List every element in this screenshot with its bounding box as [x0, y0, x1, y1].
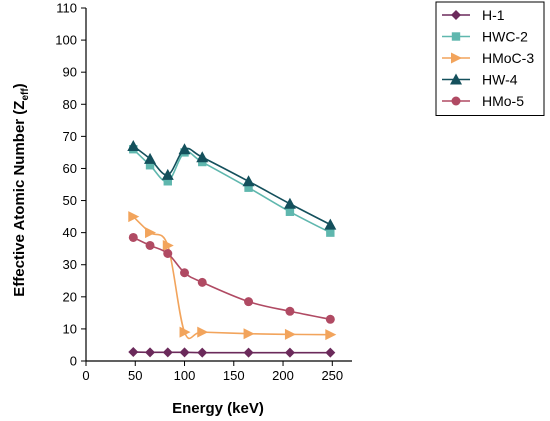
- legend-label-hw-4: HW-4: [482, 72, 518, 88]
- y-tick-label: 70: [63, 129, 77, 144]
- x-tick-label: 100: [174, 368, 196, 383]
- data-point-hw-4: [196, 151, 209, 163]
- x-tick-label: 50: [128, 368, 142, 383]
- data-point-hw-4: [127, 139, 140, 151]
- data-point-h-1: [145, 347, 156, 358]
- legend-label-hmo-5: HMo-5: [482, 93, 524, 109]
- x-tick-label: 250: [321, 368, 343, 383]
- data-point-hmoc-3: [145, 227, 157, 239]
- data-point-hw-4: [144, 152, 157, 164]
- legend-marker-hmo-5: [451, 96, 461, 106]
- data-point-hwc-2: [285, 207, 295, 216]
- series-h-1: [128, 347, 336, 358]
- legend-marker-hwc-2: [451, 32, 461, 41]
- data-point-hw-4: [242, 175, 255, 187]
- data-point-h-1: [179, 347, 190, 358]
- data-point-hmoc-3: [179, 326, 191, 338]
- series-line-hw-4: [132, 145, 331, 226]
- y-tick-label: 100: [55, 33, 77, 48]
- legend-label-hwc-2: HWC-2: [482, 29, 528, 45]
- data-point-hmo-5: [325, 314, 335, 324]
- x-tick-label: 150: [223, 368, 245, 383]
- y-tick-label: 30: [63, 257, 77, 272]
- data-point-hmo-5: [180, 268, 190, 278]
- data-point-h-1: [325, 347, 336, 358]
- y-axis-title: Effective Atomic Number (Zeff): [11, 83, 31, 296]
- x-tick-label: 0: [82, 368, 89, 383]
- data-point-hmo-5: [128, 232, 138, 242]
- data-point-hw-4: [283, 197, 296, 209]
- data-point-hw-4: [161, 168, 174, 180]
- series-line-hmo-5: [132, 236, 331, 321]
- data-point-hmoc-3: [325, 329, 337, 341]
- y-axis-title-close: ): [11, 83, 28, 88]
- series-hmo-5: [128, 232, 335, 324]
- data-point-hmo-5: [197, 277, 207, 287]
- legend-marker-h-1: [451, 10, 461, 20]
- data-point-hwc-2: [244, 183, 253, 192]
- data-point-h-1: [284, 347, 295, 358]
- series-line-hwc-2: [132, 148, 331, 234]
- x-axis-title: Energy (keV): [172, 400, 264, 417]
- data-point-hmoc-3: [243, 328, 255, 340]
- y-tick-label: 80: [63, 97, 77, 112]
- data-point-hmoc-3: [128, 211, 140, 223]
- legend-label-h-1: H-1: [482, 7, 505, 23]
- data-point-hmo-5: [244, 297, 254, 307]
- y-tick-label: 40: [63, 225, 77, 240]
- data-point-hwc-2: [145, 161, 155, 170]
- data-point-h-1: [128, 347, 139, 358]
- data-point-hwc-2: [163, 177, 172, 186]
- data-point-h-1: [162, 347, 173, 358]
- y-tick-label: 50: [63, 193, 77, 208]
- series-layer: [127, 139, 337, 358]
- data-point-hw-4: [324, 218, 337, 230]
- legend-marker-hmoc-3: [451, 52, 462, 64]
- y-tick-label: 10: [63, 321, 77, 336]
- y-tick-label: 60: [63, 161, 77, 176]
- data-point-hmoc-3: [284, 328, 296, 340]
- legend-marker-hw-4: [450, 73, 462, 85]
- series-line-hmoc-3: [132, 216, 331, 340]
- y-tick-label: 20: [63, 289, 77, 304]
- y-tick-label: 110: [56, 1, 77, 16]
- y-tick-label: 0: [70, 354, 77, 369]
- data-point-h-1: [197, 347, 208, 358]
- data-point-hmo-5: [285, 306, 295, 316]
- data-point-hmoc-3: [162, 239, 174, 251]
- data-point-hmo-5: [145, 240, 155, 250]
- data-point-hwc-2: [326, 228, 335, 237]
- legend: H-1 HWC-2 HMoC-3 HW-4 HMo-5: [435, 1, 545, 116]
- data-point-hmoc-3: [197, 326, 209, 338]
- series-hmoc-3: [128, 211, 337, 341]
- series-hwc-2: [129, 145, 335, 237]
- series-hw-4: [127, 139, 337, 230]
- data-point-hw-4: [178, 143, 191, 155]
- data-point-hmo-5: [163, 248, 173, 258]
- y-tick-label: 90: [63, 65, 77, 80]
- legend-label-hmoc-3: HMoC-3: [482, 50, 534, 66]
- y-axis-title-main: Effective Atomic Number (Z: [11, 101, 28, 297]
- axes: 0 50 100 150 200 250 0 10 20 30 40 50 60 70 80 90 100 110: [55, 1, 352, 383]
- y-axis-title-sub: eff: [20, 88, 31, 101]
- data-point-h-1: [243, 347, 254, 358]
- x-tick-label: 200: [272, 368, 294, 383]
